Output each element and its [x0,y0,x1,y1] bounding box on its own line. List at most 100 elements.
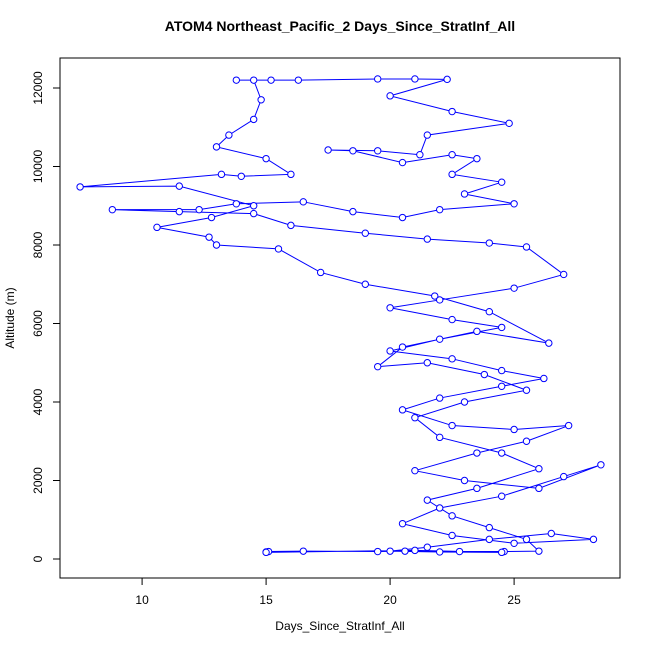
point [540,374,548,383]
point [455,547,464,556]
point [435,433,444,442]
point [473,327,481,336]
point [262,548,270,557]
y-tick-label: 6000 [31,310,45,337]
y-axis-label: Altitude (m) [3,287,17,348]
point [423,131,431,139]
point [373,362,382,371]
point [448,421,456,430]
point [589,535,598,544]
point [294,76,303,84]
point [522,535,531,544]
point [435,504,444,512]
point [373,547,382,556]
x-tick-label: 10 [135,593,149,607]
point [287,221,295,230]
x-axis-label: Days_Since_StratInf_All [275,619,404,633]
point [316,268,325,277]
point [398,406,407,414]
point [480,370,489,379]
point [324,146,332,154]
point [175,207,183,216]
point [510,284,518,292]
point [175,182,183,190]
point [108,205,117,214]
point [237,172,245,181]
point [195,205,203,214]
point [249,115,258,124]
point [435,335,444,343]
point [535,465,543,473]
point [448,355,456,363]
point [287,170,295,179]
point [257,96,265,104]
point [460,476,469,485]
point [232,76,241,84]
point [448,170,456,179]
point [435,394,444,402]
point [473,449,481,457]
point [498,492,506,500]
x-tick-label: 15 [259,593,273,607]
y-tick-label: 12000 [31,71,45,105]
point [431,292,439,300]
point [522,243,531,251]
point [299,547,307,555]
point [205,233,213,241]
y-tick-label: 0 [31,555,45,562]
point [225,131,233,139]
point [460,190,469,198]
point [448,512,456,520]
point [361,280,369,288]
x-tick-label: 25 [507,593,521,607]
point [498,548,506,557]
point [411,466,419,475]
point [349,207,357,216]
point [473,154,481,163]
point [510,425,518,434]
point [262,154,270,163]
point [460,398,469,406]
point [510,200,518,208]
point [522,437,531,445]
point [560,270,568,279]
point [473,484,481,493]
point [249,202,258,210]
y-tick-label: 10000 [31,149,45,183]
point [212,143,221,151]
chart-title: ATOM4 Northeast_Pacific_2 Days_Since_Str… [165,18,515,34]
point [217,170,226,179]
point [522,386,531,394]
point [76,183,84,191]
point [485,535,494,544]
y-tick-label: 2000 [31,467,45,494]
point [361,229,369,237]
point [510,539,518,548]
point [498,178,506,186]
point [398,213,407,222]
point [423,496,431,504]
point [386,92,394,100]
point [411,546,419,555]
point [232,200,241,208]
point [398,158,407,167]
x-tick-label: 20 [383,593,397,607]
point [411,75,419,83]
series-line [80,78,602,553]
point [435,296,444,304]
point [535,484,543,493]
point [498,449,506,457]
point [448,315,456,324]
y-tick-label: 4000 [31,388,45,415]
point [249,209,258,218]
point [373,75,382,83]
point [267,76,275,84]
point [498,382,506,390]
point [597,461,605,469]
point [448,107,456,116]
point [398,519,407,528]
point [435,205,444,214]
plot-frame [59,57,621,579]
